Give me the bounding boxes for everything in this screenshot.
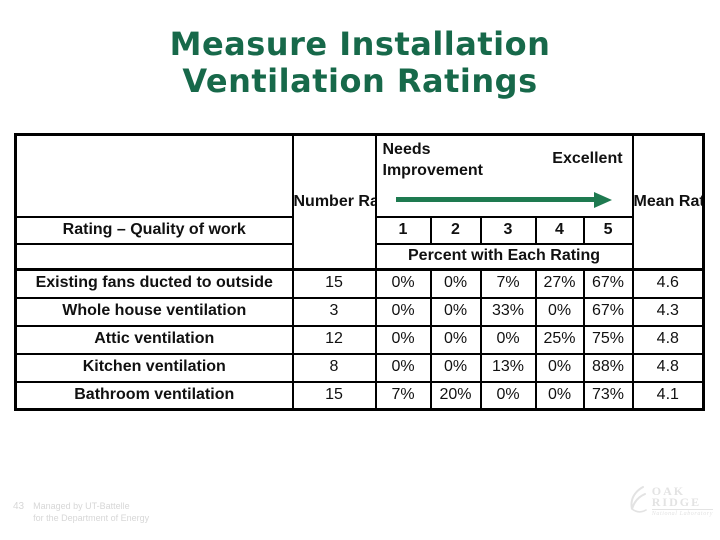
arrow-shaft	[395, 196, 598, 202]
number-rated-cell: 3	[291, 296, 377, 327]
logo-line3: National Laboratory	[651, 508, 713, 517]
percent-cell: 0%	[429, 324, 482, 355]
percent-cell: 0%	[374, 324, 432, 355]
percent-cell: 13%	[479, 352, 537, 383]
percent-cell: 0%	[429, 296, 482, 327]
number-rated-cell: 12	[291, 324, 377, 355]
percent-cell: 0%	[479, 380, 537, 411]
slide-title: Measure Installation Ventilation Ratings	[0, 26, 720, 100]
tick-2: 2	[429, 215, 482, 245]
percent-cell: 20%	[429, 380, 482, 411]
mean-cell: 4.3	[631, 296, 705, 327]
percent-cell: 73%	[582, 380, 634, 411]
col-header-mean-rating: Mean Rating	[631, 133, 705, 271]
logo-wordmark: OAK RIDGE National Laboratory	[651, 483, 713, 517]
percent-cell: 25%	[534, 324, 585, 355]
table-row: Existing fans ducted to outside 15 0% 0%…	[14, 268, 705, 299]
percent-caption: Percent with Each Rating	[374, 242, 634, 271]
percent-cell: 33%	[479, 296, 537, 327]
mean-cell: 4.6	[631, 268, 705, 299]
percent-cell: 0%	[534, 296, 585, 327]
corner-empty-cell	[14, 133, 294, 218]
slide-title-line2: Ventilation Ratings	[182, 62, 538, 100]
row-label: Attic ventilation	[14, 324, 294, 355]
managed-by-line1: Managed by UT-Battelle	[33, 501, 130, 511]
tick-3: 3	[479, 215, 537, 245]
table-row: Kitchen ventilation 8 0% 0% 13% 0% 88% 4…	[14, 352, 705, 383]
percent-cell: 0%	[374, 352, 432, 383]
ventilation-ratings-table: Number Rated Needs Improvement Excellent…	[14, 133, 706, 411]
mean-cell: 4.1	[631, 380, 705, 411]
page-number: 43	[13, 501, 25, 512]
header-row-ticks: Rating – Quality of work 1 2 3 4 5	[14, 215, 704, 245]
slide-footer: 43 Managed by UT-Battelle for the Depart…	[13, 501, 149, 524]
col-header-number-rated: Number Rated	[291, 133, 377, 271]
number-rated-cell: 8	[291, 352, 377, 383]
percent-cell: 75%	[582, 324, 634, 355]
row-label: Whole house ventilation	[14, 296, 294, 327]
table-row: Whole house ventilation 3 0% 0% 33% 0% 6…	[14, 296, 705, 327]
arrow-head	[593, 191, 612, 208]
mean-cell: 4.8	[631, 352, 705, 383]
header-row-percent-caption: Percent with Each Rating	[14, 242, 704, 271]
scale-low-label: Needs Improvement	[382, 141, 483, 179]
logo-line1: OAK	[651, 483, 686, 498]
tick-1: 1	[374, 215, 432, 245]
logo-leaf-icon	[630, 486, 647, 513]
right-arrow-icon	[395, 191, 612, 208]
row-label: Existing fans ducted to outside	[14, 268, 294, 299]
percent-cell: 0%	[534, 352, 585, 383]
row-label: Kitchen ventilation	[14, 352, 294, 383]
scale-header-inner: Needs Improvement Excellent	[378, 137, 631, 215]
tick-5: 5	[582, 215, 634, 245]
managed-by-text: Managed by UT-Battelle for the Departmen…	[33, 501, 149, 524]
percent-cell: 0%	[534, 380, 585, 411]
table-row: Attic ventilation 12 0% 0% 0% 25% 75% 4.…	[14, 324, 705, 355]
logo-line2: RIDGE	[651, 494, 702, 509]
tick-4: 4	[534, 215, 585, 245]
percent-cell: 67%	[582, 268, 634, 299]
mean-cell: 4.8	[631, 324, 705, 355]
percent-cell: 27%	[534, 268, 585, 299]
number-rated-cell: 15	[291, 380, 377, 411]
slide-title-line1: Measure Installation	[169, 25, 551, 63]
percent-cell: 88%	[582, 352, 634, 383]
scale-high-label: Excellent	[552, 150, 623, 167]
table-row: Bathroom ventilation 15 7% 20% 0% 0% 73%…	[14, 380, 705, 411]
corner-header: Rating – Quality of work	[14, 215, 294, 245]
scale-header-cell: Needs Improvement Excellent	[374, 133, 634, 218]
percent-cell: 0%	[374, 296, 432, 327]
percent-cell: 0%	[429, 268, 482, 299]
corner-empty-cell-2	[14, 242, 294, 271]
header-row-scale: Number Rated Needs Improvement Excellent…	[14, 133, 705, 271]
row-label: Bathroom ventilation	[14, 380, 294, 411]
percent-cell: 67%	[582, 296, 634, 327]
percent-cell: 0%	[429, 352, 482, 383]
percent-cell: 7%	[374, 380, 432, 411]
percent-cell: 7%	[479, 268, 537, 299]
managed-by-line2: for the Department of Energy	[33, 512, 150, 523]
oak-ridge-logo: OAK RIDGE National Laboratory	[628, 485, 713, 517]
number-rated-cell: 15	[291, 268, 377, 299]
percent-cell: 0%	[374, 268, 432, 299]
percent-cell: 0%	[479, 324, 537, 355]
